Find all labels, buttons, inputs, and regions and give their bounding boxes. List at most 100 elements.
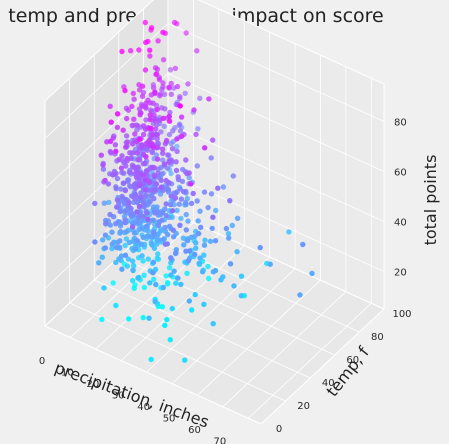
data-point <box>212 238 219 244</box>
data-point <box>199 269 206 275</box>
data-point <box>134 150 140 156</box>
data-point <box>112 142 119 148</box>
data-point <box>116 156 122 163</box>
data-point <box>148 107 154 113</box>
data-point <box>257 244 263 251</box>
data-point <box>147 47 153 53</box>
data-point <box>105 181 112 187</box>
data-point <box>98 152 105 158</box>
data-point <box>197 208 203 214</box>
data-point <box>160 80 166 86</box>
data-point <box>139 103 145 110</box>
data-point <box>147 280 153 286</box>
data-point <box>165 152 171 158</box>
data-point <box>168 255 174 261</box>
data-point <box>201 301 207 307</box>
data-point <box>166 131 173 138</box>
data-point <box>167 337 173 343</box>
data-point <box>160 57 167 63</box>
data-point <box>130 277 136 284</box>
grid-line-x-floor <box>95 233 220 350</box>
z-axis-title: total points <box>421 155 440 246</box>
data-point <box>162 224 168 231</box>
data-point <box>202 145 208 151</box>
data-point <box>160 146 166 152</box>
data-point <box>154 131 160 138</box>
data-point <box>129 103 135 110</box>
data-point <box>175 275 181 281</box>
data-point <box>137 136 143 142</box>
data-points <box>92 19 315 363</box>
data-point <box>152 187 158 193</box>
data-point <box>153 181 160 187</box>
data-point <box>172 65 179 72</box>
data-point <box>134 174 140 181</box>
data-point <box>103 221 109 227</box>
data-point <box>210 137 216 143</box>
data-point <box>109 241 115 247</box>
data-point <box>145 173 151 179</box>
data-point <box>143 154 149 160</box>
data-point <box>138 194 144 200</box>
data-point <box>196 230 202 237</box>
data-point <box>107 148 114 155</box>
data-point <box>174 189 180 195</box>
data-point <box>205 204 211 211</box>
data-point <box>161 161 168 167</box>
x-tick-label: 40 <box>137 402 150 413</box>
data-point <box>212 267 219 274</box>
data-point <box>205 263 211 270</box>
data-point <box>131 116 137 122</box>
data-point <box>150 259 157 265</box>
data-point <box>120 127 126 133</box>
data-point <box>134 168 140 175</box>
grid-line-y-floor <box>167 210 385 310</box>
data-point <box>171 268 177 274</box>
data-point <box>153 126 159 132</box>
data-point <box>123 144 129 150</box>
data-point <box>136 203 143 209</box>
data-point <box>124 139 131 145</box>
y-tick-label: 20 <box>297 401 310 412</box>
data-point <box>119 153 125 159</box>
data-point <box>118 165 125 171</box>
grid-line-z-back <box>167 73 385 172</box>
data-point <box>109 245 115 252</box>
data-point <box>114 124 121 131</box>
data-point <box>143 223 150 230</box>
y-tick-label: 80 <box>371 332 384 343</box>
data-point <box>152 298 158 305</box>
data-point <box>167 202 174 208</box>
data-point <box>154 156 161 162</box>
data-point <box>227 261 234 267</box>
data-point <box>123 236 130 242</box>
data-point <box>145 216 151 222</box>
data-point <box>229 222 235 229</box>
data-point <box>154 241 160 247</box>
data-point <box>131 230 138 236</box>
data-point <box>100 166 107 172</box>
data-point <box>150 270 156 276</box>
data-point <box>132 246 139 252</box>
data-point <box>193 131 199 138</box>
data-point <box>220 184 227 190</box>
data-point <box>139 83 146 89</box>
data-point <box>166 84 172 91</box>
data-point <box>106 199 112 206</box>
data-point <box>147 100 153 106</box>
data-point <box>142 19 148 26</box>
data-point <box>168 272 174 278</box>
data-point <box>190 190 196 197</box>
data-point <box>134 237 140 244</box>
data-point <box>186 170 192 176</box>
data-point <box>132 131 138 137</box>
data-point <box>210 214 216 220</box>
data-point <box>154 204 160 210</box>
grid-line-z-back <box>167 23 385 122</box>
data-point <box>160 150 166 156</box>
data-point <box>192 251 198 258</box>
data-point <box>134 209 140 215</box>
data-point <box>182 357 188 363</box>
data-point <box>142 187 149 193</box>
